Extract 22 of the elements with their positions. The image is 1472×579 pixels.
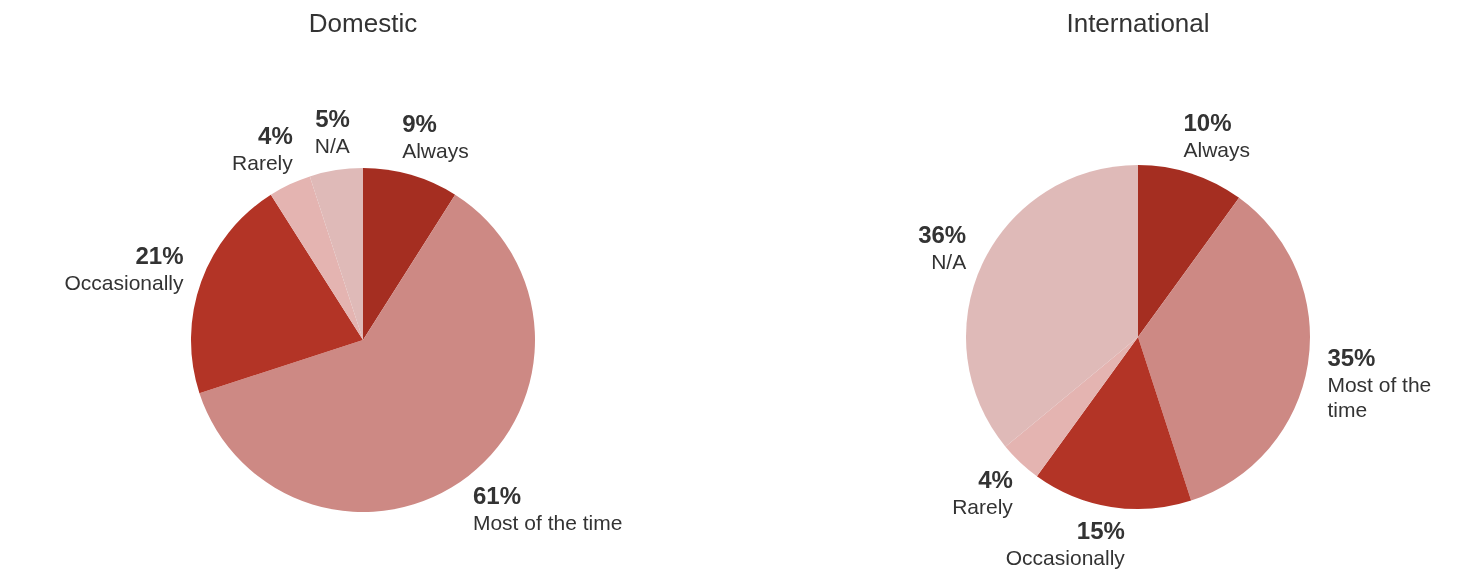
slice-label: Always: [402, 139, 469, 163]
slice-label: Most of the time: [472, 510, 623, 534]
data-label: 36%: [918, 220, 967, 248]
slice-label: Always: [1183, 138, 1251, 162]
slice-label: N/A: [931, 249, 967, 273]
data-label: 4%: [978, 465, 1013, 493]
data-label: 61%: [472, 481, 521, 509]
chart-title: Domestic: [308, 8, 418, 38]
slice-label: Occasionally: [1005, 546, 1126, 569]
slice-label: Rarely: [952, 494, 1014, 518]
data-label: 21%: [135, 242, 184, 270]
data-label: 35%: [1327, 344, 1376, 372]
data-label: 10%: [1183, 109, 1232, 137]
data-label: 4%: [258, 122, 293, 150]
data-label: 9%: [402, 110, 437, 138]
data-label: 5%: [315, 104, 350, 132]
data-label: 15%: [1076, 517, 1125, 544]
slice-label: Rarely: [232, 151, 294, 175]
slice-label: Most of the time: [1327, 373, 1432, 422]
chart-title: International: [1066, 8, 1210, 38]
slice-label: N/A: [314, 133, 350, 157]
slice-label: Occasionally: [64, 271, 185, 295]
